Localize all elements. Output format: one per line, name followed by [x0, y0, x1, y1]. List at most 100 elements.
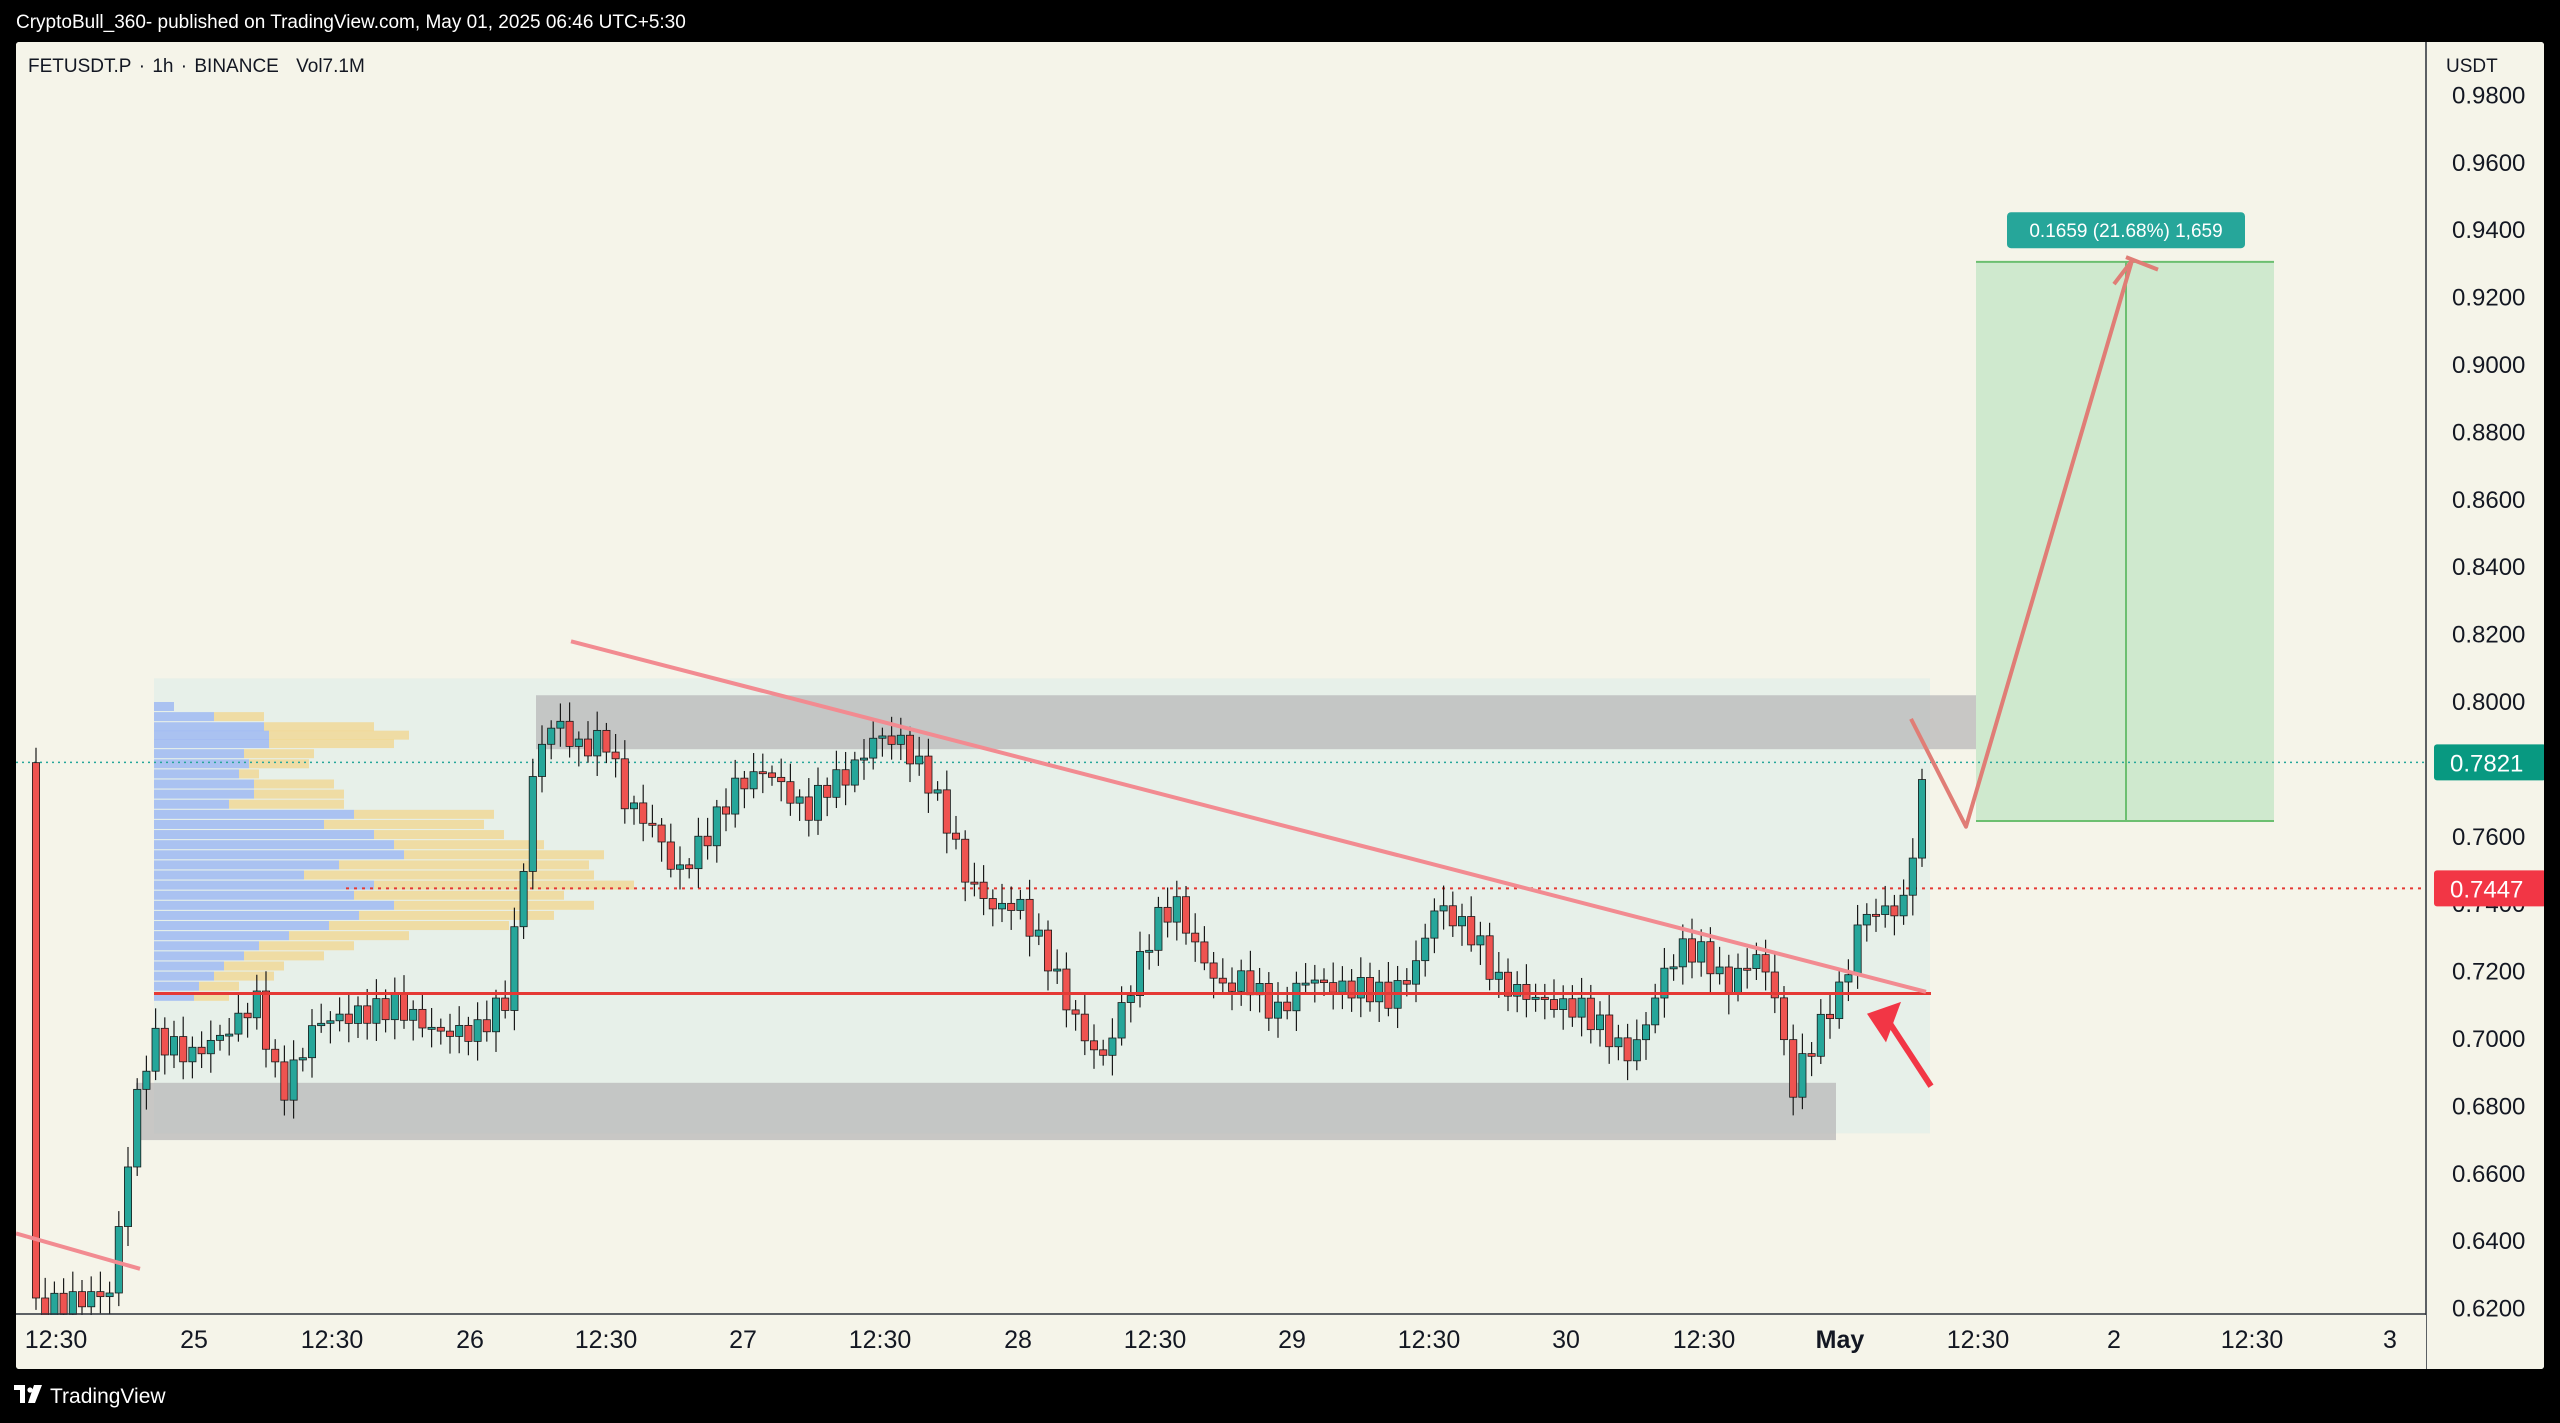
- volume-profile-bar: [404, 850, 604, 860]
- time-tick-label: 12:30: [1673, 1326, 1736, 1354]
- volume-profile-bar: [154, 870, 304, 880]
- candle-down: [1080, 1013, 1089, 1042]
- volume-profile-bar: [194, 991, 229, 1001]
- candle-down: [1826, 1013, 1835, 1020]
- candle-up: [1918, 779, 1927, 859]
- candle-up: [1338, 980, 1347, 993]
- candle-down: [1228, 982, 1237, 992]
- time-tick-label: 12:30: [25, 1326, 88, 1354]
- candle-up: [1145, 949, 1154, 953]
- candle-down: [464, 1024, 473, 1042]
- candle-up: [1632, 1039, 1641, 1062]
- candle-down: [1283, 1001, 1292, 1012]
- candle-up: [832, 769, 841, 798]
- chart-panel[interactable]: 0.1659 (21.68%) 1,659 0.9800 0.9600 0.9400 0…: [16, 42, 2544, 1369]
- volume-profile-bar: [154, 749, 244, 759]
- candle-down: [381, 998, 390, 1021]
- candle-down: [584, 738, 593, 757]
- marked-price-value: 0.7447: [2450, 876, 2523, 903]
- price-tick-label: 0.8600: [2452, 487, 2525, 514]
- volume-label: Vol: [296, 56, 323, 77]
- candle-up: [105, 1292, 114, 1298]
- candle-up: [1375, 981, 1384, 1003]
- price-tick-label: 0.7200: [2452, 959, 2525, 986]
- target-label-box: [2007, 212, 2245, 249]
- candle-down: [1347, 980, 1356, 999]
- candle-up: [1531, 996, 1540, 1000]
- currency-label[interactable]: USDT: [2446, 56, 2498, 77]
- candle-up: [307, 1025, 316, 1059]
- candle-up: [390, 994, 399, 1021]
- volume-profile-bar: [154, 789, 254, 799]
- candle-down: [1384, 981, 1393, 1009]
- candle-up: [353, 1005, 362, 1024]
- candle-up: [1816, 1013, 1825, 1057]
- time-tick-label: 28: [1004, 1326, 1032, 1354]
- candle-up: [850, 759, 859, 786]
- time-tick-label: 12:30: [301, 1326, 364, 1354]
- candle-up: [491, 997, 500, 1033]
- candle-up: [556, 720, 565, 729]
- price-tick-label: 0.9600: [2452, 150, 2525, 177]
- price-tick-label: 0.9800: [2452, 82, 2525, 109]
- candle-up: [1862, 913, 1871, 926]
- candle-up: [215, 1034, 224, 1041]
- candle-down: [804, 796, 813, 821]
- volume-profile-bar: [394, 900, 594, 910]
- volume-profile-bar: [354, 890, 564, 900]
- volume-profile-bar: [339, 860, 589, 870]
- candle-down: [722, 806, 731, 815]
- time-tick-label: 29: [1278, 1326, 1306, 1354]
- candle-down: [179, 1036, 188, 1063]
- candle-up: [1421, 937, 1430, 962]
- candle-up: [630, 802, 639, 810]
- symbol-name[interactable]: FETUSDT.P: [28, 56, 132, 77]
- candle-down: [1761, 954, 1770, 973]
- candle-down: [611, 751, 620, 760]
- brand-text: TradingView: [50, 1385, 166, 1408]
- interval[interactable]: 1h: [152, 56, 174, 77]
- candle-up: [1016, 898, 1025, 911]
- candle-up: [528, 776, 537, 872]
- volume-profile-bar: [154, 759, 249, 769]
- breakout-arrow: [1885, 1018, 1934, 1088]
- volume-profile-bar: [154, 921, 329, 931]
- volume-profile-bar: [154, 830, 374, 840]
- volume-profile-bar: [239, 769, 259, 779]
- price-chart[interactable]: 0.1659 (21.68%) 1,659 0.9800 0.9600 0.9400 0…: [16, 42, 2544, 1369]
- time-tick-label: 12:30: [575, 1326, 638, 1354]
- candle-down: [1218, 977, 1227, 984]
- candle-down: [1329, 982, 1338, 993]
- volume-profile-bar: [354, 809, 494, 819]
- candle-down: [1540, 996, 1549, 1000]
- tradingview-logo[interactable]: TradingView: [14, 1384, 166, 1410]
- candle-down: [243, 1012, 252, 1019]
- candle-up: [814, 784, 823, 821]
- candle-up: [455, 1024, 464, 1037]
- candle-down: [1246, 970, 1255, 996]
- price-tick-label: 0.9400: [2452, 217, 2525, 244]
- volume-profile-bar: [329, 921, 509, 931]
- candle-up: [574, 738, 583, 747]
- volume-profile-bar: [154, 702, 174, 711]
- candle-up: [133, 1088, 142, 1168]
- volume-profile-bar: [229, 799, 344, 809]
- separator: ·: [138, 56, 146, 77]
- volume-profile-bar: [154, 739, 269, 749]
- symbol-legend[interactable]: FETUSDT.P · 1h · BINANCE Vol7.1M: [28, 56, 367, 78]
- candle-down: [1504, 971, 1513, 997]
- candle-down: [1320, 979, 1329, 983]
- time-tick-label: 26: [456, 1326, 484, 1354]
- candle-down: [823, 784, 832, 798]
- candle-up: [712, 806, 721, 847]
- candle-down: [1770, 971, 1779, 999]
- candle-up: [188, 1046, 197, 1063]
- candle-down: [887, 735, 896, 745]
- candle-down: [961, 838, 970, 883]
- candle-up: [749, 771, 758, 790]
- candle-down: [1568, 998, 1577, 1018]
- candle-down: [1743, 967, 1752, 971]
- candle-up: [473, 1019, 482, 1042]
- candle-down: [1209, 962, 1218, 979]
- candle-down: [399, 994, 408, 1021]
